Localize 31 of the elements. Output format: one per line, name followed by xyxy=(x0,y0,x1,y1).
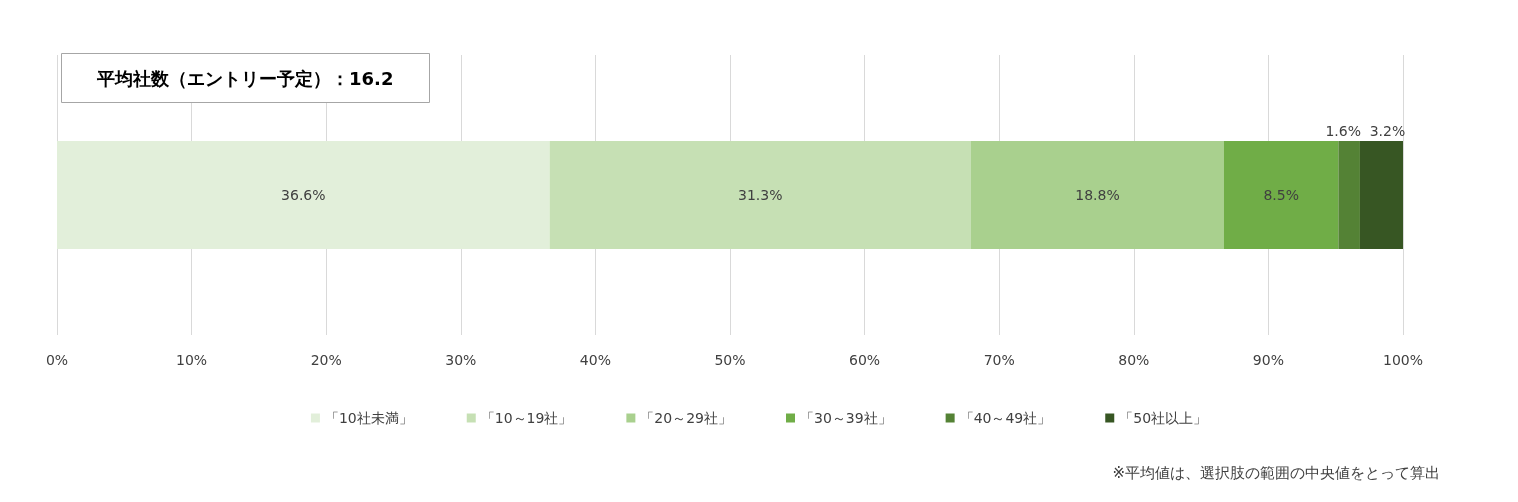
x-tick-label: 10% xyxy=(176,352,208,368)
data-label: 18.8% xyxy=(1075,187,1120,203)
data-label: 8.5% xyxy=(1263,187,1299,203)
x-tick-label: 20% xyxy=(310,352,342,368)
bar xyxy=(970,141,1224,249)
x-tick-label: 30% xyxy=(445,352,477,368)
text: ※平均値は、選択肢の範囲の中央値をとって算出 xyxy=(1112,463,1441,482)
data-label: 3.2% xyxy=(1369,123,1406,139)
chart-title: 平均社数（エントリー予定）：16.2 xyxy=(96,67,394,89)
legend-label: 「10～19社」 xyxy=(480,410,573,426)
legend-label: 「10社未満」 xyxy=(324,410,413,426)
legend-label: 「30～39社」 xyxy=(800,410,892,426)
x-tick-label: 100% xyxy=(1382,352,1424,368)
x-tick-label: 80% xyxy=(1118,352,1150,368)
data-label: 36.6% xyxy=(281,187,326,203)
x-tick-label: 0% xyxy=(45,352,69,368)
legend-label: 「40～49社」 xyxy=(959,410,1052,426)
bar xyxy=(57,141,550,249)
x-tick-label: 40% xyxy=(579,352,611,368)
x-tick-label: 70% xyxy=(983,352,1015,368)
bar xyxy=(1338,141,1360,249)
x-tick-label: 60% xyxy=(849,352,881,368)
x-tick-label: 50% xyxy=(714,352,746,368)
bar xyxy=(549,141,971,249)
bar xyxy=(1359,141,1403,249)
legend-label: 「20～29社」 xyxy=(640,410,733,426)
legend-label: 「50社以上」 xyxy=(1119,410,1208,426)
x-tick-label: 90% xyxy=(1252,352,1284,368)
data-label: 31.3% xyxy=(738,187,783,203)
bar xyxy=(1223,141,1339,249)
data-label: 1.6% xyxy=(1325,123,1361,139)
